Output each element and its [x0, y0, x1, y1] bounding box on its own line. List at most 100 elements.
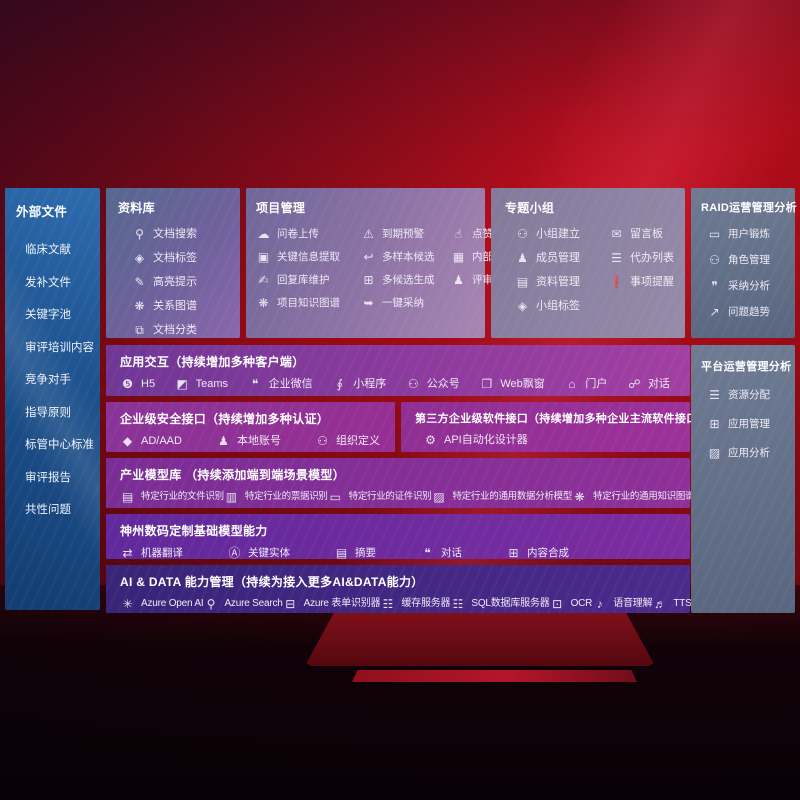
data-library-panel: 资料库 ⚲ 文档搜索 ◈ 文档标签 ✎ 高亮提示 ❋ 关系图谱 ⧉ 文档分类 — [106, 188, 240, 338]
member-mgmt-icon: ♟ — [517, 251, 528, 265]
feature-item: Ⓐ 关键实体 — [228, 546, 290, 560]
translate-icon: ⇄ — [122, 546, 133, 560]
adopt-analysis-icon: ❞ — [711, 279, 718, 293]
feature-item: ➥ 一键采纳 — [361, 297, 449, 309]
feature-item: ▨ 特定行业的通用数据分析模型 — [433, 490, 573, 504]
feature-item: ✎ 高亮提示 — [132, 276, 240, 288]
feature-item: ☍ 对话 — [628, 377, 670, 391]
sidebar-item: 共性问题 — [25, 504, 71, 516]
sidebar-title: 外部文件 — [16, 205, 68, 219]
ocr-icon: ⊡ — [552, 597, 562, 611]
feature-item: ✍ 回复库维护 — [256, 274, 359, 286]
feature-item: ⚲ 文档搜索 — [132, 228, 240, 240]
upload-cloud-icon: ☁ — [257, 227, 270, 241]
feature-item: ▤ 资料管理 — [516, 275, 580, 289]
bbs-board-icon: ✉ — [611, 227, 622, 241]
feature-item: ❋ 特定行业的通用知识图谱模型 — [572, 491, 713, 503]
feature-item: ♟ 成员管理 — [515, 252, 607, 264]
feature-list: ✳ Azure Open AI ⚲ Azure Search ⊟ Azure 表… — [120, 597, 692, 611]
feature-item: ◈ 文档标签 — [132, 252, 240, 264]
feature-item: ⚇ 组织定义 — [315, 435, 380, 447]
shield-icon: ◆ — [122, 434, 133, 448]
project-management-panel: 项目管理 ☁ 问卷上传 ⚠ 到期预警 ☝ 点赞感谢 ▣ 关键信息提取 ↩ 多样本… — [246, 188, 535, 338]
row-title: AI & DATA 能力管理（持续为接入更多AI&DATA能力） — [120, 575, 424, 589]
expert-rank-icon: ▦ — [452, 250, 465, 264]
feature-list: ◆ AD/AAD ♟ 本地账号 ⚇ 组织定义 — [120, 435, 381, 447]
app-analysis-icon: ▨ — [708, 446, 721, 460]
feature-item: ❞ 采纳分析 — [707, 280, 795, 292]
multi-sample-icon: ↩ — [363, 250, 374, 264]
key-info-extract-icon: ▣ — [257, 250, 270, 264]
feature-item: ❺ H5 — [120, 378, 155, 390]
row-title: 应用交互（持续增加多种客户端） — [120, 355, 305, 369]
feature-item: ♟ 本地账号 — [216, 435, 281, 447]
issue-trend-icon: ↗ — [709, 305, 720, 319]
feature-item: ⊞ 多候选生成 — [361, 274, 449, 286]
material-mgmt-icon: ▤ — [516, 275, 529, 289]
topic-group-panel: 专题小组 ⚇ 小组建立 ✉ 留言板 ♟ 成员管理 ☰ 代办列表 ▤ 资料管理 — [491, 188, 685, 338]
knowledge-graph-model-icon: ❋ — [574, 490, 585, 504]
row-title: 产业模型库 （持续添加端到端场景模型） — [120, 468, 346, 482]
file-recog-icon: ▤ — [121, 490, 134, 504]
sql-db-icon: ☷ — [452, 597, 464, 611]
feature-item: ❐ Web飘窗 — [479, 378, 544, 390]
feature-item: ❋ 项目知识图谱 — [256, 297, 359, 309]
project-kg-icon: ❋ — [258, 296, 269, 310]
relation-graph-icon: ❋ — [134, 299, 145, 313]
feature-item: ♪ 语音理解 — [592, 597, 653, 611]
sidebar-list: 临床文献 发补文件 关键字池 审评培训内容 竞争对手 指导原则 标管中心标准 审… — [16, 244, 100, 517]
feature-item: ◈ 小组标签 — [515, 300, 607, 312]
feature-item: ☷ SQL数据库服务器 — [450, 597, 550, 611]
panel-title: 专题小组 — [505, 201, 555, 215]
feature-item: ◩ Teams — [176, 377, 229, 391]
platform-operations-panel: 平台运营管理分析 ☰ 资源分配 ⊞ 应用管理 ▨ 应用分析 — [691, 345, 795, 613]
feature-item: ◆ AD/AAD — [120, 435, 182, 447]
todo-list-icon: ☰ — [611, 251, 622, 265]
raid-operations-panel: RAID运营管理分析 ▭ 用户锻炼 ⚇ 角色管理 ❞ 采纳分析 ↗ 问题趋势 — [691, 188, 797, 338]
enterprise-security-row: 企业级安全接口（持续增加多种认证） ◆ AD/AAD ♟ 本地账号 ⚇ 组织定义 — [106, 402, 395, 452]
one-click-adopt-icon: ➥ — [363, 296, 374, 310]
group-tag-icon: ◈ — [517, 299, 528, 313]
feature-item: ☷ 缓存服务器 — [380, 597, 451, 611]
feature-item: ▤ 摘要 — [335, 546, 376, 560]
summary-icon: ▤ — [335, 546, 348, 560]
chat-bubble-icon: ❝ — [424, 546, 431, 560]
dialog-icon: ☍ — [628, 377, 641, 391]
row-title: 第三方企业级软件接口（持续增加多种企业主流软件接口） — [415, 413, 709, 425]
miniprogram-icon: ∮ — [336, 377, 343, 391]
feature-item: ▤ 特定行业的文件识别 — [121, 490, 224, 504]
feature-item: ▭ 用户锻炼 — [708, 227, 770, 241]
feature-item: ⊞ 内容合成 — [506, 547, 569, 559]
feature-list: ⚲ 文档搜索 ◈ 文档标签 ✎ 高亮提示 ❋ 关系图谱 ⧉ 文档分类 — [118, 228, 240, 336]
feature-list: ⚙ API自动化设计器 — [415, 434, 676, 446]
data-analysis-model-icon: ▨ — [433, 490, 445, 504]
sidebar-item: 审评报告 — [25, 471, 71, 484]
feature-item: ▭ 特定行业的证件识别 — [329, 490, 432, 504]
doc-tag-icon: ◈ — [134, 251, 145, 265]
feature-item: ▣ 关键信息提取 — [257, 250, 340, 264]
feature-list: ▭ 用户锻炼 ⚇ 角色管理 ❞ 采纳分析 ↗ 问题趋势 — [701, 228, 795, 318]
feature-item: ⊞ 应用管理 — [707, 418, 795, 430]
content-synthesis-icon: ⊞ — [508, 546, 519, 560]
doc-classify-icon: ⧉ — [135, 323, 144, 337]
group-create-icon: ⚇ — [517, 227, 528, 241]
wecom-icon: ❝ — [251, 377, 259, 391]
feature-item: ⇄ 机器翻译 — [120, 547, 183, 559]
speech-icon: ♪ — [596, 597, 603, 611]
reply-maintain-icon: ✍ — [258, 273, 269, 287]
form-recognizer-icon: ⊟ — [285, 597, 296, 611]
ai-data-capability-row: AI & DATA 能力管理（持续为接入更多AI&DATA能力） ✳ Azure… — [106, 565, 692, 613]
feature-item: ▨ 应用分析 — [708, 446, 770, 460]
feature-item: ♬ TTS — [653, 597, 692, 611]
api-designer-gear-icon: ⚙ — [425, 433, 436, 447]
local-account-icon: ♟ — [218, 434, 229, 448]
openai-icon: ✳ — [122, 597, 133, 611]
org-define-icon: ⚇ — [317, 434, 328, 448]
thumbs-up-icon: ☝ — [454, 227, 463, 241]
alarm-icon: ⚠ — [363, 227, 374, 241]
feature-item: ❗ 事项提醒 — [609, 275, 674, 289]
cache-server-icon: ☷ — [382, 597, 394, 611]
feature-item: ⚇ 角色管理 — [707, 254, 795, 266]
feature-item: ↩ 多样本候选 — [361, 251, 449, 263]
